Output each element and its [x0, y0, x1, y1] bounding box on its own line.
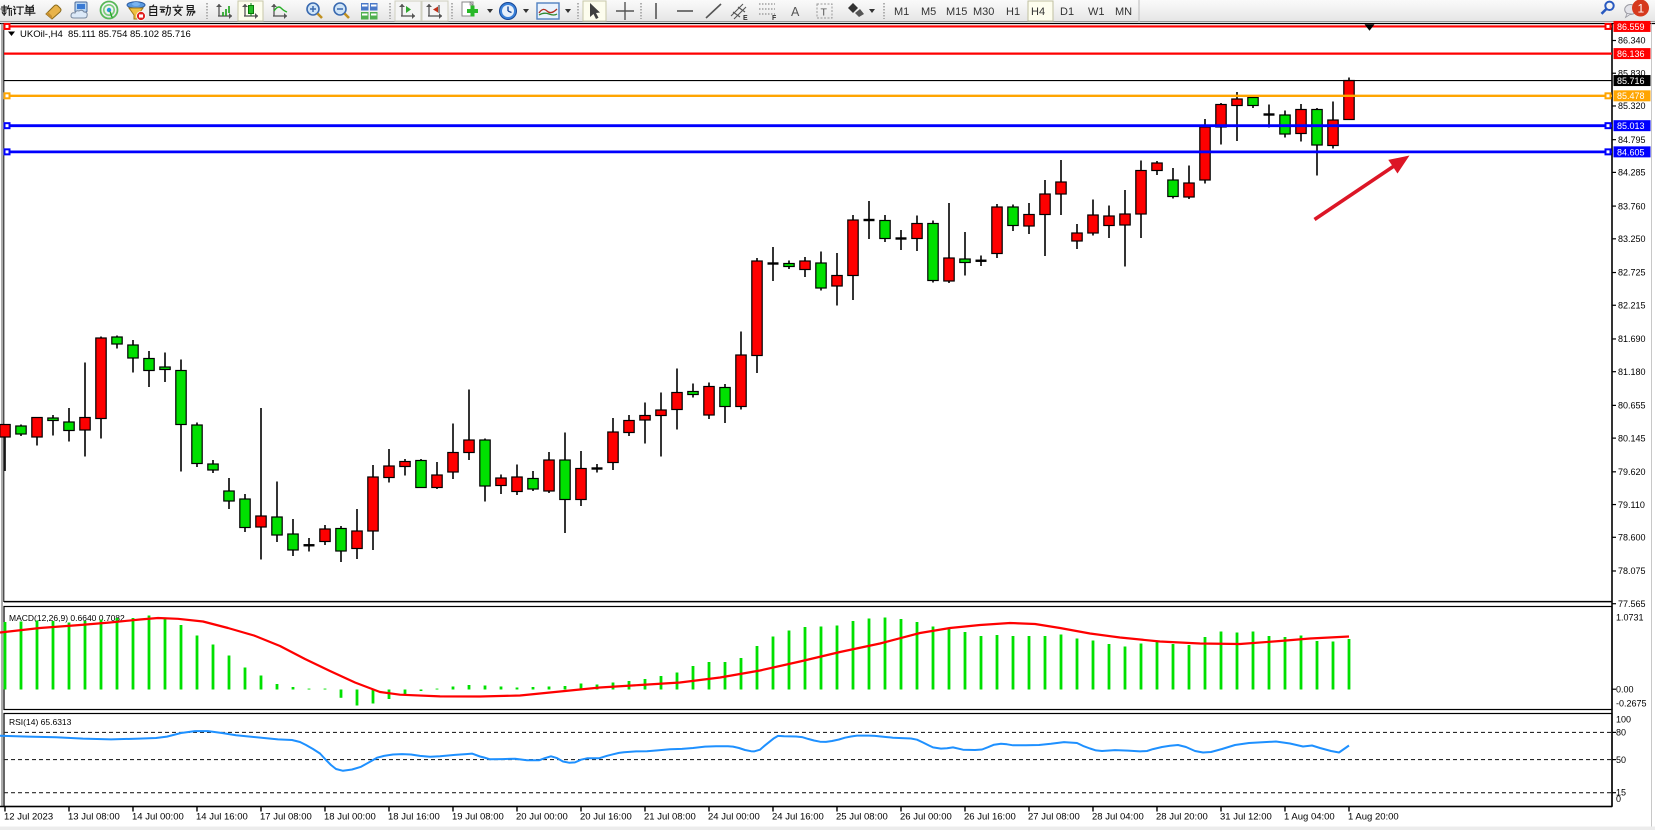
svg-text:83.760: 83.760 [1618, 201, 1646, 211]
svg-text:24 Jul 16:00: 24 Jul 16:00 [772, 812, 824, 823]
svg-text:31 Jul 12:00: 31 Jul 12:00 [1220, 812, 1272, 823]
svg-text:MACD(12,26,9) 0.6640 0.7082: MACD(12,26,9) 0.6640 0.7082 [9, 613, 125, 623]
svg-text:A: A [791, 5, 800, 19]
svg-text:14 Jul 16:00: 14 Jul 16:00 [196, 812, 248, 823]
svg-text:86.559: 86.559 [1617, 22, 1645, 32]
svg-text:20 Jul 16:00: 20 Jul 16:00 [580, 812, 632, 823]
svg-text:77.565: 77.565 [1618, 599, 1646, 609]
svg-text:W1: W1 [1088, 6, 1105, 18]
svg-text:100: 100 [1616, 715, 1631, 725]
svg-text:78.075: 78.075 [1618, 566, 1646, 576]
svg-text:85.478: 85.478 [1617, 91, 1645, 101]
svg-text:1 Aug 04:00: 1 Aug 04:00 [1284, 812, 1335, 823]
svg-text:26 Jul 16:00: 26 Jul 16:00 [964, 812, 1016, 823]
svg-text:M5: M5 [921, 6, 936, 18]
svg-text:MN: MN [1115, 6, 1132, 18]
svg-text:13 Jul 08:00: 13 Jul 08:00 [68, 812, 120, 823]
svg-text:85.716: 85.716 [1617, 76, 1645, 86]
svg-text:21 Jul 08:00: 21 Jul 08:00 [644, 812, 696, 823]
svg-text:RSI(14) 65.6313: RSI(14) 65.6313 [9, 717, 72, 727]
svg-text:85.013: 85.013 [1617, 121, 1645, 131]
svg-text:86.136: 86.136 [1617, 49, 1645, 59]
svg-text:27 Jul 08:00: 27 Jul 08:00 [1028, 812, 1080, 823]
svg-text:M30: M30 [973, 6, 994, 18]
svg-text:1.0731: 1.0731 [1616, 613, 1644, 623]
svg-text:17 Jul 08:00: 17 Jul 08:00 [260, 812, 312, 823]
svg-text:19 Jul 08:00: 19 Jul 08:00 [452, 812, 504, 823]
svg-text:20 Jul 00:00: 20 Jul 00:00 [516, 812, 568, 823]
svg-text:26 Jul 00:00: 26 Jul 00:00 [900, 812, 952, 823]
svg-text:83.250: 83.250 [1618, 234, 1646, 244]
svg-text:18 Jul 16:00: 18 Jul 16:00 [388, 812, 440, 823]
svg-text:84.795: 84.795 [1618, 135, 1646, 145]
svg-text:H4: H4 [1031, 6, 1045, 18]
svg-text:50: 50 [1616, 755, 1626, 765]
svg-text:28 Jul 20:00: 28 Jul 20:00 [1156, 812, 1208, 823]
svg-text:15: 15 [1616, 788, 1626, 798]
svg-text:M1: M1 [894, 6, 909, 18]
svg-text:H1: H1 [1006, 6, 1020, 18]
svg-text:79.110: 79.110 [1618, 500, 1645, 510]
svg-text:80.655: 80.655 [1618, 401, 1646, 411]
svg-text:85.320: 85.320 [1618, 101, 1646, 111]
svg-text:E: E [743, 15, 748, 22]
svg-text:81.690: 81.690 [1618, 334, 1646, 344]
svg-text:F: F [772, 15, 777, 22]
svg-text:0.00: 0.00 [1616, 684, 1634, 694]
svg-text:86.340: 86.340 [1618, 36, 1646, 46]
svg-text:0: 0 [1616, 794, 1621, 804]
svg-text:80.145: 80.145 [1618, 433, 1646, 443]
svg-text:79.620: 79.620 [1618, 467, 1646, 477]
svg-text:-0.2675: -0.2675 [1616, 699, 1647, 709]
svg-text:85.830: 85.830 [1618, 68, 1646, 78]
svg-text:78.600: 78.600 [1618, 532, 1646, 542]
svg-text:1 Aug 20:00: 1 Aug 20:00 [1348, 812, 1399, 823]
svg-text:84.285: 84.285 [1618, 168, 1646, 178]
svg-text:M15: M15 [946, 6, 967, 18]
svg-text:18 Jul 00:00: 18 Jul 00:00 [324, 812, 376, 823]
svg-text:82.215: 82.215 [1618, 300, 1646, 310]
svg-text:28 Jul 04:00: 28 Jul 04:00 [1092, 812, 1144, 823]
svg-text:82.725: 82.725 [1618, 268, 1646, 278]
svg-text:UKOil-,H4 85.111 85.754 85.10: UKOil-,H4 85.111 85.754 85.102 85.716 [20, 29, 191, 40]
svg-text:80: 80 [1616, 728, 1626, 738]
svg-text:12 Jul 2023: 12 Jul 2023 [4, 812, 53, 823]
svg-text:84.605: 84.605 [1617, 147, 1645, 157]
svg-text:T: T [821, 7, 828, 19]
svg-text:14 Jul 00:00: 14 Jul 00:00 [132, 812, 184, 823]
svg-text:1: 1 [1638, 2, 1645, 16]
svg-text:25 Jul 08:00: 25 Jul 08:00 [836, 812, 888, 823]
svg-text:81.180: 81.180 [1618, 367, 1646, 377]
svg-text:24 Jul 00:00: 24 Jul 00:00 [708, 812, 760, 823]
svg-text:D1: D1 [1060, 6, 1074, 18]
